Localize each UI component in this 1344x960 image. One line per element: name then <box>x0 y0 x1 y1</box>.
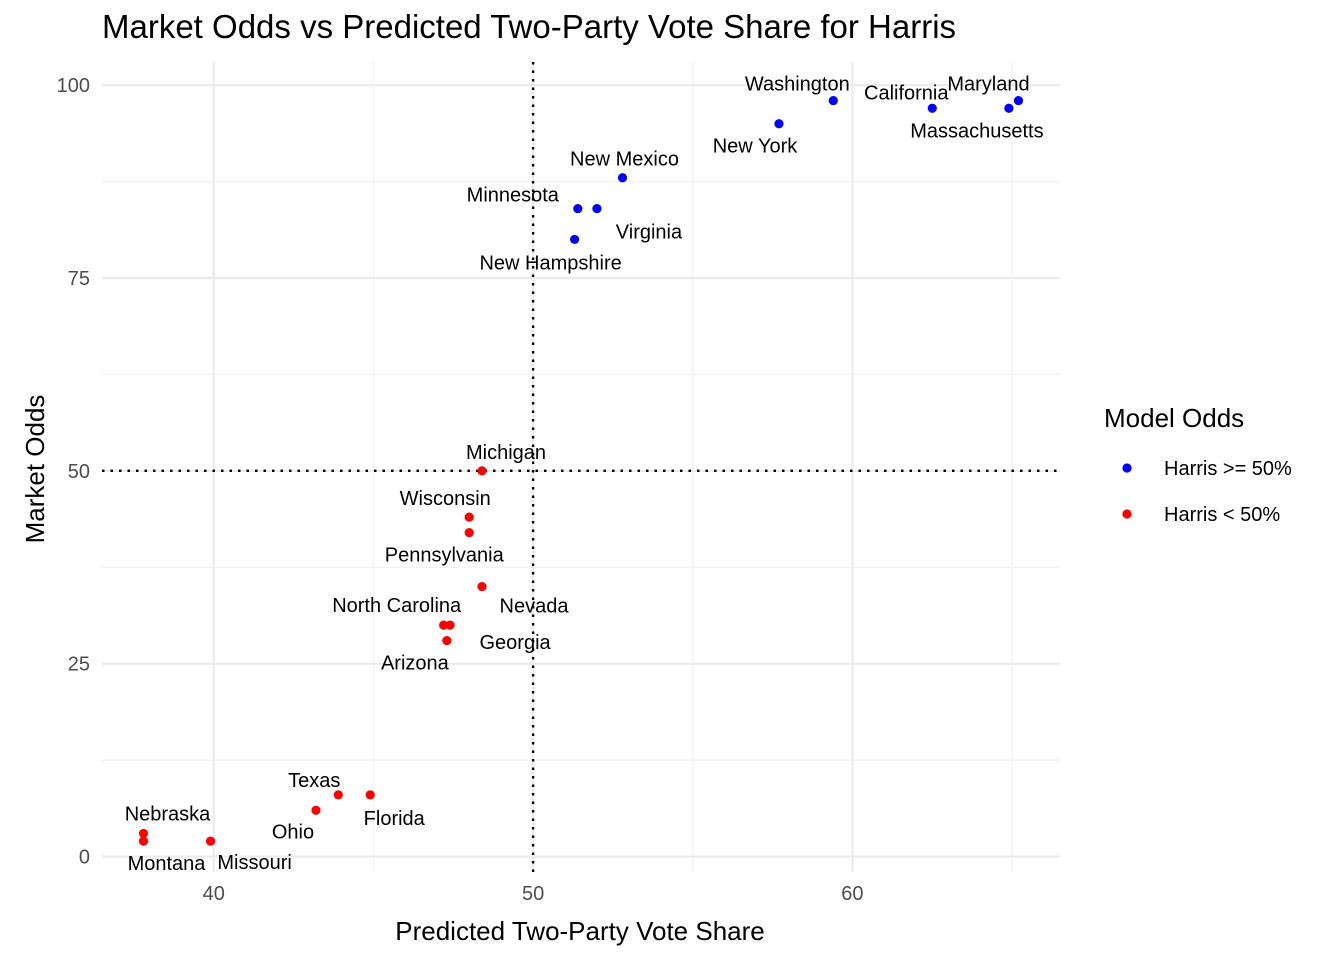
data-point <box>1004 103 1014 113</box>
data-point <box>828 95 838 106</box>
y-tick-label: 25 <box>68 654 90 676</box>
legend-label: Harris >= 50% <box>1164 458 1292 480</box>
y-tick-label: 100 <box>57 75 90 97</box>
data-label: Minnesota <box>467 185 560 207</box>
data-point <box>464 527 474 538</box>
legend-label: Harris < 50% <box>1164 504 1280 526</box>
legend-key <box>1122 509 1132 519</box>
data-label: Michigan <box>466 442 546 464</box>
data-point <box>365 790 375 800</box>
data-point <box>311 805 321 815</box>
legend: Model Odds Harris >= 50% Harris < 50% <box>1104 403 1292 526</box>
data-label: Wisconsin <box>400 488 491 510</box>
y-tick-label: 0 <box>79 847 90 869</box>
data-label: Massachusetts <box>910 120 1043 142</box>
x-tick-label: 60 <box>841 883 863 905</box>
x-tick-label: 50 <box>522 883 544 905</box>
data-point <box>477 466 487 476</box>
data-point <box>333 790 343 800</box>
data-label: Pennsylvania <box>385 545 505 567</box>
data-point <box>927 103 937 113</box>
x-tick-label: 40 <box>203 883 225 905</box>
data-point <box>439 620 449 630</box>
data-label: Virginia <box>616 222 683 244</box>
data-point <box>573 203 583 214</box>
reference-lines <box>102 62 1060 872</box>
data-points <box>138 95 1024 846</box>
data-label: Montana <box>128 853 207 875</box>
y-tick-label: 75 <box>68 268 90 290</box>
data-point <box>477 581 487 592</box>
data-label: Washington <box>745 74 850 96</box>
data-point <box>774 119 784 129</box>
data-label: Georgia <box>479 632 551 654</box>
data-point <box>138 836 149 846</box>
x-axis-title: Predicted Two-Party Vote Share <box>395 916 765 946</box>
data-label: Texas <box>288 770 340 792</box>
data-point <box>205 836 216 846</box>
data-point <box>570 234 580 245</box>
data-label: North Carolina <box>332 595 462 617</box>
data-point <box>138 828 149 839</box>
data-point <box>442 635 452 646</box>
legend-key <box>1122 463 1132 473</box>
data-label: New Hampshire <box>479 252 621 274</box>
grid <box>102 62 1060 872</box>
data-label: Arizona <box>381 653 450 675</box>
data-point <box>592 203 602 214</box>
data-point <box>445 620 455 630</box>
data-point <box>464 512 474 522</box>
data-point <box>1013 95 1024 106</box>
data-point <box>617 173 628 183</box>
y-tick-label: 50 <box>68 461 90 483</box>
axis-ticks: 40 50 60 0 25 50 75 100 <box>57 75 864 905</box>
data-label: Maryland <box>947 74 1029 96</box>
legend-title: Model Odds <box>1104 403 1244 433</box>
data-label: Nevada <box>500 596 570 618</box>
data-label: Missouri <box>217 852 291 874</box>
data-label: New Mexico <box>570 149 679 171</box>
chart-title: Market Odds vs Predicted Two-Party Vote … <box>102 8 956 45</box>
data-label: Nebraska <box>125 803 211 825</box>
data-label: Florida <box>364 808 426 830</box>
data-label: California <box>864 82 949 104</box>
data-label: Ohio <box>272 821 314 843</box>
data-label: New York <box>713 136 798 158</box>
y-axis-title: Market Odds <box>20 395 50 544</box>
